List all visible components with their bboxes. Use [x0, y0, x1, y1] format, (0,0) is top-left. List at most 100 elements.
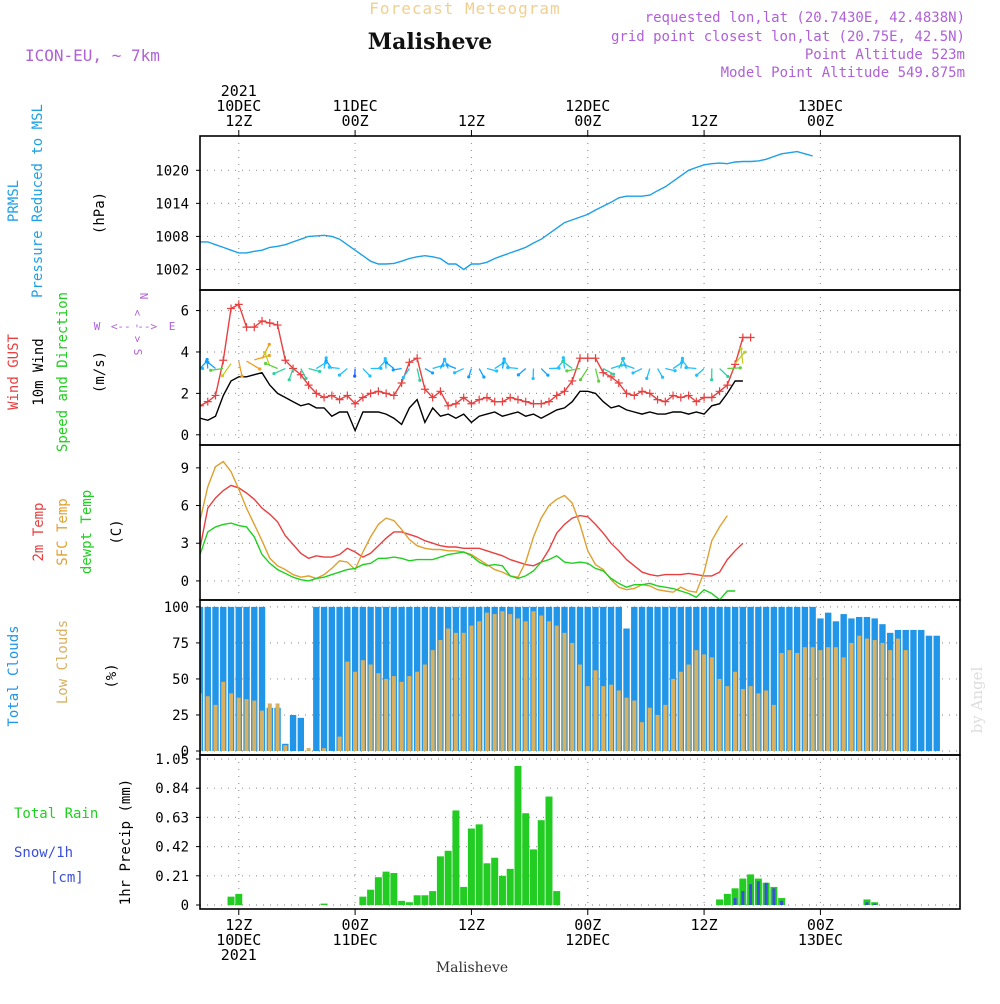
precipitation-axis-label: Total Rain [14, 806, 98, 822]
low-cloud-bar [369, 665, 373, 751]
wind-arrow-head [446, 363, 449, 366]
pressure-axis-label: Pressure Reduced to MSL [30, 104, 46, 298]
wind-arrow-head [645, 377, 648, 380]
pressure-marks [192, 152, 813, 270]
gust-marker [227, 304, 235, 312]
wind-arrow-head [0, 0, 2, 2]
low-cloud-bar [609, 685, 613, 751]
rain-bar [228, 897, 235, 905]
wind-direction-arrow [266, 363, 278, 368]
low-cloud-bar [663, 705, 667, 751]
model-point-altitude: Model Point Altitude 549.875m [721, 65, 965, 81]
wind-arrow-head [0, 0, 2, 2]
top-time-label: 00Z [342, 112, 369, 130]
wind-arrow-head [623, 363, 626, 366]
low-cloud-bar [485, 613, 489, 751]
low-cloud-bar [361, 660, 365, 751]
wind-direction-arrow [596, 369, 599, 382]
wind-arrow-head [221, 374, 224, 377]
wind-arrow-head [0, 0, 2, 2]
wind-arrow-head [503, 359, 506, 362]
wind-arrow-head [482, 375, 485, 378]
low-cloud-bar [756, 693, 760, 751]
temperature-axis-label: SFC Temp [55, 498, 71, 565]
low-cloud-bar [400, 682, 404, 751]
gust-marker [235, 300, 243, 308]
wind-arrow-head [0, 0, 2, 2]
wind-arrow-head [673, 369, 676, 372]
low-cloud-bar [671, 679, 675, 751]
low-cloud-bar [648, 708, 652, 751]
wind-arrow-head [0, 0, 2, 2]
total-cloud-bar [329, 607, 335, 751]
wind-arrow-head [0, 0, 2, 2]
low-cloud-bar [423, 665, 427, 751]
rain-bar [383, 872, 390, 905]
low-cloud-bar [276, 703, 280, 751]
wind-arrow-head [0, 0, 2, 2]
wind-arrow-head [0, 0, 2, 2]
top-time-label: 00Z [807, 112, 834, 130]
model-label: ICON-EU, ~ 7km [25, 46, 160, 65]
gust-marker [328, 391, 336, 399]
low-cloud-bar [904, 650, 908, 751]
clouds-ytick-label: 100 [164, 600, 189, 616]
gust-marker [398, 379, 406, 387]
rain-bar [530, 849, 537, 905]
gust-marker [592, 354, 600, 362]
low-cloud-bar [384, 679, 388, 751]
clouds-axis-label: (%) [104, 663, 120, 688]
low-cloud-bar [725, 686, 729, 751]
snow-bar [772, 888, 775, 905]
rain-bar [421, 895, 428, 905]
low-cloud-bar [702, 654, 706, 751]
bottom-time-label: 13DEC [798, 931, 843, 949]
gust-marker [320, 394, 328, 402]
low-cloud-bar [516, 618, 520, 751]
gust-marker [529, 400, 537, 408]
wind-arrow-head [0, 0, 2, 2]
bottom-time-label: 12Z [458, 916, 485, 934]
wind-direction-arrow [581, 369, 588, 380]
wind-arrow-head [561, 360, 564, 363]
rain-bar [414, 895, 421, 905]
wind-arrow-head [272, 372, 275, 375]
gust-marker [747, 333, 755, 341]
low-cloud-bar [764, 690, 768, 751]
low-cloud-bar [407, 676, 411, 751]
rain-bar [483, 863, 490, 905]
low-cloud-bar [780, 653, 784, 751]
rain-bar [514, 766, 521, 905]
top-time-label: 00Z [574, 112, 601, 130]
wind-direction-arrow [274, 369, 285, 374]
pressure-ytick-label: 1014 [155, 196, 189, 212]
low-cloud-bar [656, 715, 660, 751]
low-cloud-bar [376, 673, 380, 751]
low-cloud-bar [562, 633, 566, 751]
gust-marker [739, 333, 747, 341]
pressure-frame [200, 136, 960, 290]
total-cloud-bar [189, 607, 195, 751]
total-cloud-bar [926, 636, 932, 751]
wind-compass: N < - > S W <-- --> E [94, 293, 176, 356]
gust-marker [274, 321, 282, 329]
low-cloud-bar [431, 650, 435, 751]
low-cloud-bar [229, 693, 233, 751]
rain-bar [429, 891, 436, 905]
low-cloud-bar [190, 669, 194, 751]
low-cloud-bar [772, 705, 776, 751]
credit-label: by Angel [968, 666, 986, 733]
gust-line [192, 304, 750, 405]
total-cloud-bar [934, 636, 940, 751]
wind-arrow-head [385, 361, 388, 364]
snow-bar [734, 898, 737, 905]
low-cloud-bar [555, 626, 559, 751]
precipitation-ytick-label: 0.63 [155, 810, 189, 826]
wind-direction-arrow [239, 361, 242, 376]
wind-arrow-head [684, 366, 687, 369]
wind-arrow-head [532, 377, 535, 380]
rain-bar [716, 899, 723, 905]
compass-we-arrow: <-- --> [111, 320, 158, 333]
